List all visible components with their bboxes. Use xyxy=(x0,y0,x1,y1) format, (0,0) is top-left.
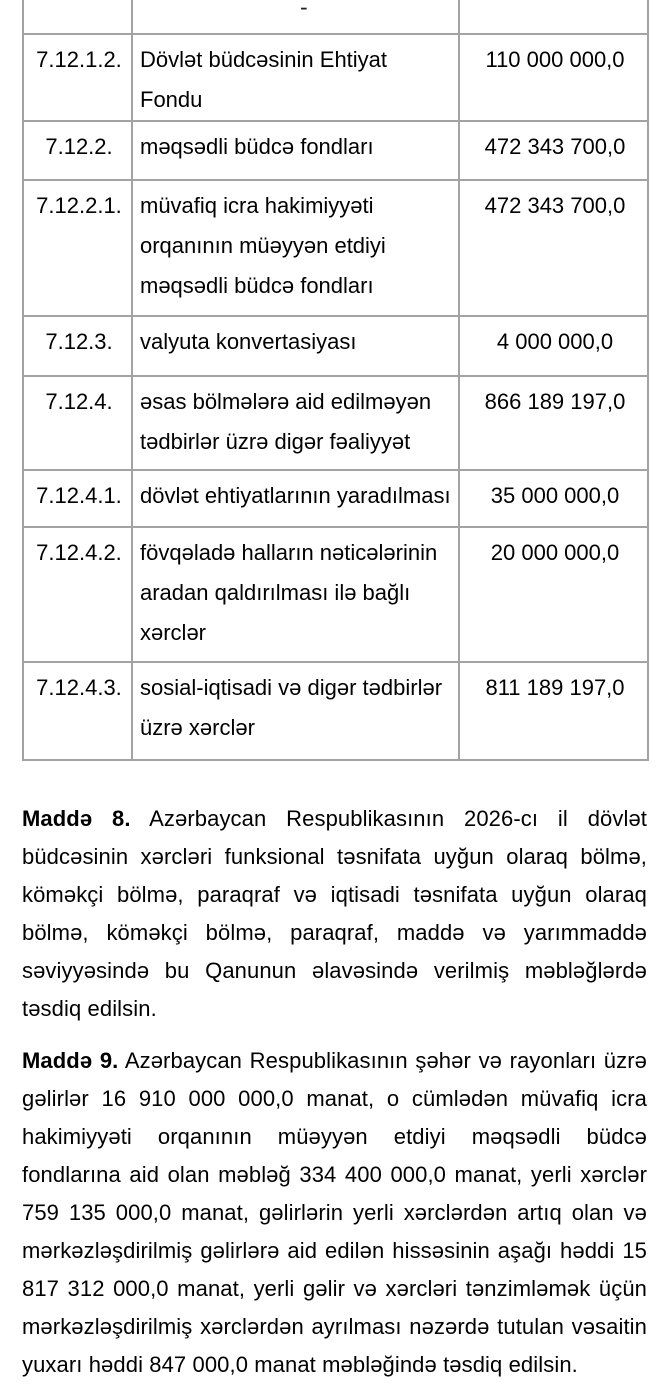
row-code-cell: 7.12.1.2. xyxy=(22,33,133,122)
row-amount-cell: 472 343 700,0 xyxy=(458,120,649,181)
row-amount-cell: 20 000 000,0 xyxy=(458,526,649,663)
row-name-cell: məqsədli büdcə fondları xyxy=(131,120,460,181)
row-code-cell: 7.12.2. xyxy=(22,120,133,181)
row-code-cell: 7.12.4.1. xyxy=(22,469,133,528)
row-code-cell: 7.12.4.3. xyxy=(22,661,133,761)
row-amount-cell: 472 343 700,0 xyxy=(458,179,649,317)
row-name-cell: valyuta konvertasiyası xyxy=(131,315,460,377)
article-8-paragraph: Maddə 8. Azərbaycan Respublikasının 2026… xyxy=(22,800,647,1028)
article-9-text: Azərbaycan Respublikasının şəhər və rayo… xyxy=(22,1048,648,1377)
row-code-cell: 7.12.4. xyxy=(22,375,133,471)
row-amount-cell: 866 189 197,0 xyxy=(458,375,649,471)
article-9-label: Maddə 9. xyxy=(22,1048,119,1073)
row-name-cell: müvafiq icra hakimiyyəti orqanının müəyy… xyxy=(131,179,460,317)
row-name-cell: sosial-iqtisadi və digər tədbirlər üzrə … xyxy=(131,661,460,761)
table-row-partial xyxy=(22,0,649,35)
row-amount-cell: 4 000 000,0 xyxy=(458,315,649,377)
row-code-cell: 7.12.3. xyxy=(22,315,133,377)
article-9-paragraph: Maddə 9. Azərbaycan Respublikasının şəhə… xyxy=(22,1042,647,1384)
table-row: 7.12.4.2. fövqəladə halların nəticələrin… xyxy=(22,526,649,663)
row-name-cell: dövlət ehtiyatlarının yaradılması xyxy=(131,469,460,528)
row-name-cell: Dövlət büdcəsinin Ehtiyat Fondu xyxy=(131,33,460,122)
article-8-text: Azərbaycan Respublikasının 2026-cı il dö… xyxy=(22,806,647,1021)
row-name-cell: əsas bölmələrə aid edilməyən tədbirlər ü… xyxy=(131,375,460,471)
table-row: 7.12.1.2. Dövlət büdcəsinin Ehtiyat Fond… xyxy=(22,33,649,122)
row-amount-cell: 811 189 197,0 xyxy=(458,661,649,761)
article-8-label: Maddə 8. xyxy=(22,806,131,831)
row-name-cell xyxy=(131,0,460,35)
row-amount-cell xyxy=(458,0,649,35)
truncated-text-fragment: - xyxy=(300,0,308,20)
table-row: 7.12.2.1. müvafiq icra hakimiyyəti orqan… xyxy=(22,179,649,317)
budget-table: 7.12.1.2. Dövlət büdcəsinin Ehtiyat Fond… xyxy=(22,0,649,761)
table-row: 7.12.2. məqsədli büdcə fondları 472 343 … xyxy=(22,120,649,181)
row-code-cell xyxy=(22,0,133,35)
row-code-cell: 7.12.2.1. xyxy=(22,179,133,317)
row-amount-cell: 110 000 000,0 xyxy=(458,33,649,122)
row-name-cell: fövqəladə halların nəticələrinin aradan … xyxy=(131,526,460,663)
row-code-cell: 7.12.4.2. xyxy=(22,526,133,663)
row-amount-cell: 35 000 000,0 xyxy=(458,469,649,528)
table-row: 7.12.4.3. sosial-iqtisadi və digər tədbi… xyxy=(22,661,649,761)
table-row: 7.12.4.1. dövlət ehtiyatlarının yaradılm… xyxy=(22,469,649,528)
table-row: 7.12.4. əsas bölmələrə aid edilməyən təd… xyxy=(22,375,649,471)
table-row: 7.12.3. valyuta konvertasiyası 4 000 000… xyxy=(22,315,649,377)
